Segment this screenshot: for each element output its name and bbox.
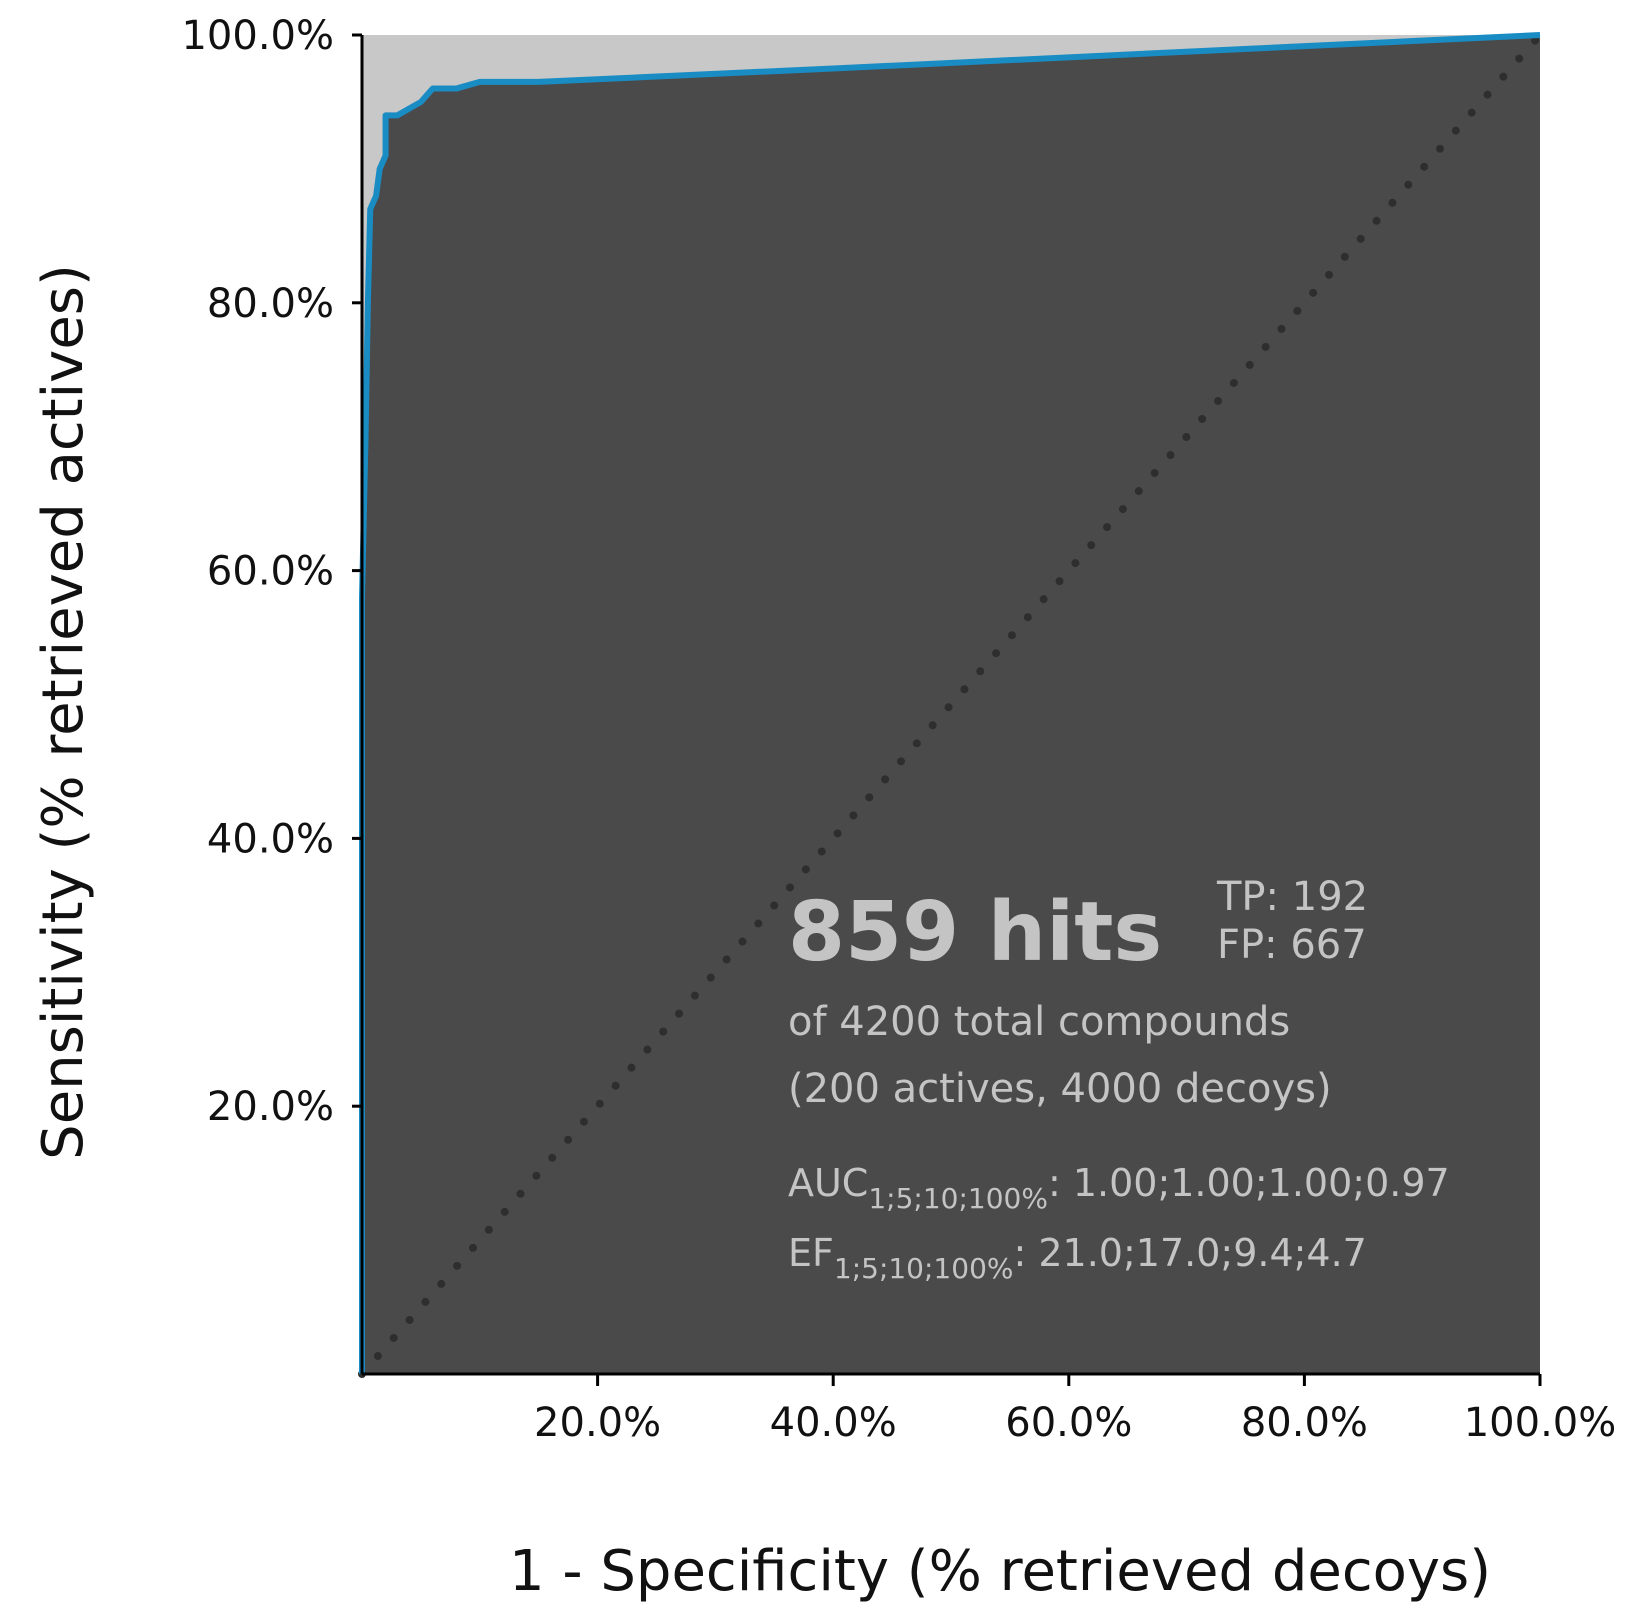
auc-metrics: AUC1;5;10;100%: 1.00;1.00;1.00;0.97 bbox=[788, 1161, 1450, 1215]
ef-values: : 21.0;17.0;9.4;4.7 bbox=[1013, 1231, 1366, 1275]
y-tick-label: 60.0% bbox=[207, 549, 334, 595]
y-tick-label: 20.0% bbox=[207, 1084, 334, 1130]
auc-subscript: 1;5;10;100% bbox=[868, 1182, 1048, 1215]
ef-label: EF bbox=[788, 1231, 834, 1275]
y-tick-label: 40.0% bbox=[207, 816, 334, 862]
ef-metrics: EF1;5;10;100%: 21.0;17.0;9.4;4.7 bbox=[788, 1231, 1367, 1285]
true-positives: TP: 192 bbox=[1216, 874, 1368, 920]
y-axis-label: Sensitivity (% retrieved actives) bbox=[31, 264, 96, 1160]
x-tick-label: 100.0% bbox=[1464, 1400, 1617, 1446]
x-tick-label: 40.0% bbox=[770, 1400, 897, 1446]
auc-label: AUC bbox=[788, 1161, 868, 1205]
composition: (200 actives, 4000 decoys) bbox=[788, 1066, 1332, 1112]
x-tick-label: 20.0% bbox=[534, 1400, 661, 1446]
roc-curve bbox=[359, 32, 1541, 1374]
ef-subscript: 1;5;10;100% bbox=[834, 1252, 1014, 1285]
x-tick-label: 80.0% bbox=[1241, 1400, 1368, 1446]
x-axis-label: 1 - Specificity (% retrieved decoys) bbox=[509, 1539, 1491, 1604]
false-positives: FP: 667 bbox=[1217, 922, 1367, 968]
total-compounds: of 4200 total compounds bbox=[788, 999, 1290, 1045]
hits-count: 859 hits bbox=[788, 885, 1162, 980]
y-tick-label: 100.0% bbox=[181, 13, 334, 59]
y-tick-label: 80.0% bbox=[207, 281, 334, 327]
x-tick-label: 60.0% bbox=[1005, 1400, 1132, 1446]
auc-values: : 1.00;1.00;1.00;0.97 bbox=[1048, 1161, 1450, 1205]
random-diagonal bbox=[358, 31, 1544, 1378]
